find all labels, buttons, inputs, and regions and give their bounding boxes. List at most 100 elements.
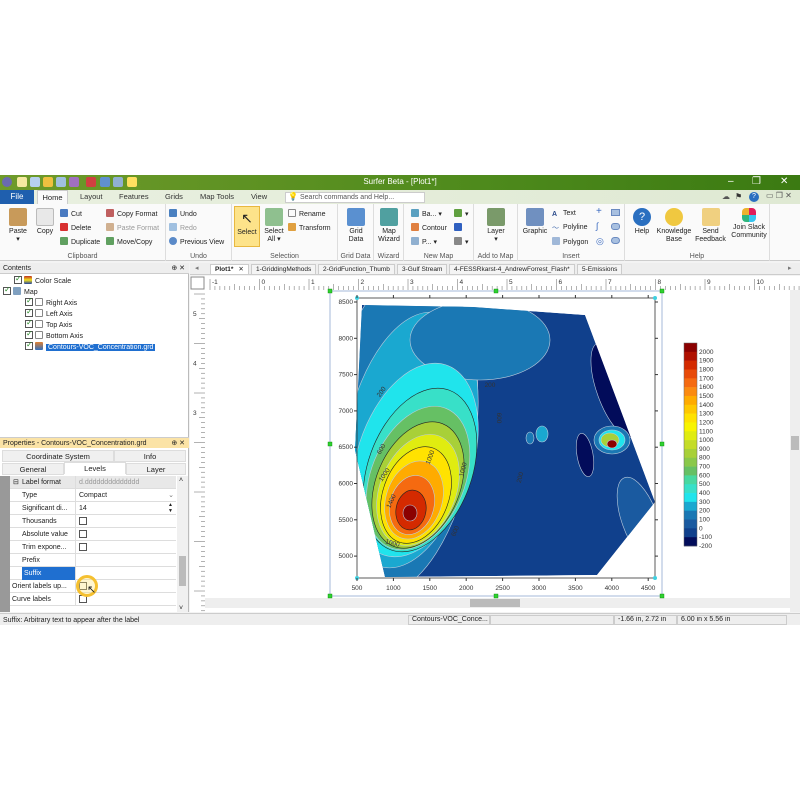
- spinner-icon[interactable]: ▲ ▼: [168, 502, 173, 514]
- color-relief-button[interactable]: [454, 223, 465, 233]
- doc-tab[interactable]: 3-Gulf Stream: [397, 264, 448, 275]
- search-input[interactable]: Search commands and Help...: [285, 192, 425, 203]
- point-icon[interactable]: +: [596, 206, 602, 217]
- paste-button[interactable]: Paste ▾: [6, 208, 30, 244]
- horizontal-scroll-thumb[interactable]: [470, 599, 520, 607]
- corner-handle[interactable]: [653, 296, 657, 300]
- doc-tab[interactable]: 4-FESSRkarst-4_AndrewForrest_Flash*: [449, 264, 575, 275]
- tab-file[interactable]: File: [0, 190, 34, 204]
- property-value[interactable]: [75, 515, 176, 528]
- window-icon[interactable]: [56, 177, 66, 187]
- tree-item[interactable]: Contours-VOC_Concentration.grd: [25, 340, 156, 353]
- redo-icon[interactable]: [113, 177, 123, 187]
- tree-item[interactable]: Color Scale: [14, 274, 71, 287]
- rounded-rectangle-icon[interactable]: [611, 223, 620, 230]
- graphic-button[interactable]: Graphic: [520, 208, 550, 236]
- minimize-button[interactable]: –: [728, 176, 734, 187]
- property-row[interactable]: Prefix: [10, 554, 176, 567]
- undo-button[interactable]: Undo: [169, 209, 197, 219]
- move-copy-button[interactable]: Move/Copy: [106, 237, 152, 247]
- redo-button[interactable]: Redo: [169, 223, 197, 233]
- layer-button[interactable]: Layer ▾: [482, 208, 510, 244]
- color-scale-frame[interactable]: [683, 342, 698, 547]
- property-row[interactable]: Trim expone...: [10, 541, 176, 554]
- dropdown-chevron-icon[interactable]: ⌄: [168, 492, 174, 499]
- duplicate-button[interactable]: Duplicate: [60, 237, 100, 247]
- delete-button[interactable]: Delete: [60, 223, 91, 233]
- resize-handle[interactable]: [327, 441, 333, 447]
- property-row[interactable]: Curve labels: [10, 593, 176, 606]
- resize-handle[interactable]: [659, 288, 665, 294]
- tree-item[interactable]: Bottom Axis: [25, 329, 83, 342]
- property-row[interactable]: Thousands: [10, 515, 176, 528]
- property-value[interactable]: d.dddddddddddddd: [75, 476, 176, 489]
- doc-tab[interactable]: Plot1* ✕: [210, 264, 249, 275]
- close-doc-icon[interactable]: [86, 177, 96, 187]
- tree-item[interactable]: Map: [3, 285, 38, 298]
- contents-pin-close[interactable]: ⊕ ✕: [171, 265, 185, 272]
- rectangle-icon[interactable]: [611, 209, 620, 216]
- resize-handle[interactable]: [327, 593, 333, 599]
- resize-handle[interactable]: [327, 288, 333, 294]
- copy-button[interactable]: Copy: [33, 208, 57, 236]
- visibility-checkbox[interactable]: [3, 285, 11, 295]
- rename-button[interactable]: Rename: [288, 209, 325, 219]
- property-value[interactable]: [75, 567, 176, 580]
- new-icon[interactable]: [17, 177, 27, 187]
- property-row[interactable]: Label format ⊟ d.dddddddddddddd: [10, 476, 176, 489]
- doc-tab[interactable]: 5-Emissions: [577, 264, 623, 275]
- help-button[interactable]: ? Help: [629, 208, 655, 236]
- save-icon[interactable]: [69, 177, 79, 187]
- property-scrollbar[interactable]: ˄ ˅: [177, 476, 188, 612]
- tab-general[interactable]: General: [2, 463, 64, 475]
- cloud-icon[interactable]: ☁: [722, 192, 730, 201]
- property-checkbox[interactable]: [79, 530, 87, 538]
- corner-handle[interactable]: [653, 576, 657, 580]
- post-map-button[interactable]: P... ▾: [411, 237, 437, 247]
- tab-home[interactable]: Home: [37, 190, 68, 205]
- tab-layer[interactable]: Layer: [126, 463, 186, 475]
- property-value[interactable]: 14 ▲ ▼: [75, 502, 176, 515]
- top-ruler[interactable]: [190, 276, 800, 290]
- tab-coordinate-system[interactable]: Coordinate System: [2, 450, 114, 462]
- base-map-button[interactable]: Ba... ▾: [411, 209, 442, 219]
- grid-values-button[interactable]: ▾: [454, 237, 469, 247]
- property-row[interactable]: Significant di... 14 ▲ ▼: [10, 502, 176, 515]
- vertical-scrollbar[interactable]: [790, 290, 800, 612]
- tab-layout[interactable]: Layout: [80, 192, 103, 201]
- tab-view[interactable]: View: [251, 192, 268, 201]
- tab-map-tools[interactable]: Map Tools: [200, 192, 235, 201]
- select-icon[interactable]: [127, 177, 137, 187]
- property-value[interactable]: [75, 528, 176, 541]
- open-icon[interactable]: [43, 177, 53, 187]
- property-row[interactable]: Type Compact ⌄: [10, 489, 176, 502]
- polygon-button[interactable]: Polygon: [552, 237, 588, 247]
- map-wizard-button[interactable]: Map Wizard: [375, 208, 403, 244]
- collapse-icon[interactable]: ⊟: [13, 479, 19, 486]
- contour-map-button[interactable]: Contour: [411, 223, 447, 233]
- property-value[interactable]: [75, 541, 176, 554]
- help-icon[interactable]: ?: [749, 192, 759, 202]
- property-row[interactable]: Absolute value: [10, 528, 176, 541]
- resize-handle[interactable]: [493, 288, 499, 294]
- property-checkbox[interactable]: [79, 543, 87, 551]
- visibility-checkbox[interactable]: [25, 307, 33, 317]
- polyline-button[interactable]: 〜 Polyline: [552, 224, 588, 232]
- left-ruler[interactable]: [190, 276, 205, 612]
- doc-window-controls[interactable]: ▭ ❐ ✕: [766, 191, 792, 200]
- tab-scroll-left[interactable]: ◂: [195, 265, 199, 272]
- visibility-checkbox[interactable]: [25, 296, 33, 306]
- visibility-checkbox[interactable]: [25, 340, 33, 350]
- new-plot-icon[interactable]: [30, 177, 40, 187]
- close-tab-icon[interactable]: ✕: [238, 266, 244, 273]
- doc-tab[interactable]: 1-GriddingMethods: [251, 264, 317, 275]
- select-button[interactable]: ↖ Select: [234, 206, 260, 247]
- select-all-button[interactable]: Select All ▾: [261, 208, 287, 244]
- cut-button[interactable]: Cut: [60, 209, 82, 219]
- visibility-checkbox[interactable]: [14, 274, 22, 284]
- grid-data-button[interactable]: Grid Data: [342, 208, 370, 244]
- copy-format-button[interactable]: Copy Format: [106, 209, 157, 219]
- property-checkbox[interactable]: [79, 517, 87, 525]
- 3d-surface-button[interactable]: ▾: [454, 209, 469, 219]
- maximize-button[interactable]: ❐: [752, 176, 761, 187]
